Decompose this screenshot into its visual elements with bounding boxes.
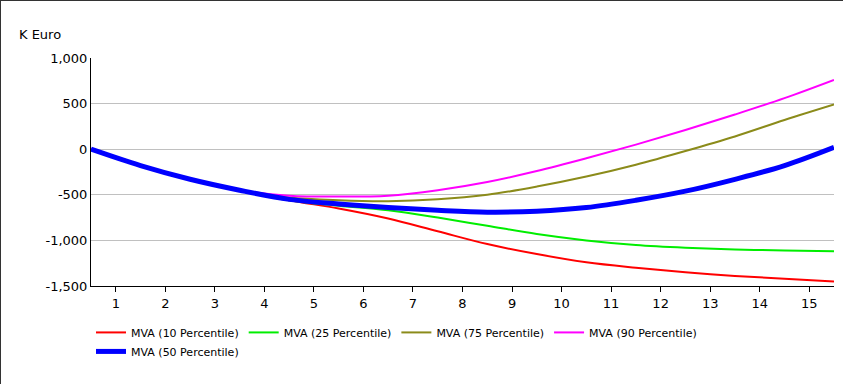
svg-text:5: 5	[310, 296, 318, 311]
svg-text:9: 9	[508, 296, 516, 311]
svg-text:7: 7	[409, 296, 417, 311]
svg-text:-1,500: -1,500	[45, 279, 87, 294]
svg-text:MVA (25 Percentile): MVA (25 Percentile)	[284, 327, 392, 340]
svg-text:500: 500	[63, 96, 88, 111]
svg-text:MVA (75 Percentile): MVA (75 Percentile)	[436, 327, 544, 340]
svg-text:-500: -500	[58, 187, 88, 202]
svg-text:15: 15	[801, 296, 818, 311]
svg-text:K Euro: K Euro	[19, 27, 61, 42]
svg-text:-1,000: -1,000	[45, 233, 87, 248]
svg-text:0: 0	[79, 142, 87, 157]
svg-text:1,000: 1,000	[50, 51, 87, 66]
svg-text:8: 8	[458, 296, 466, 311]
svg-text:MVA (90 Percentile): MVA (90 Percentile)	[589, 327, 697, 340]
svg-text:MVA (10 Percentile): MVA (10 Percentile)	[131, 327, 239, 340]
svg-text:14: 14	[751, 296, 768, 311]
svg-text:11: 11	[603, 296, 620, 311]
svg-text:10: 10	[553, 296, 570, 311]
svg-text:1: 1	[112, 296, 120, 311]
svg-text:MVA (50 Percentile): MVA (50 Percentile)	[131, 346, 239, 359]
svg-text:13: 13	[702, 296, 719, 311]
svg-text:4: 4	[260, 296, 268, 311]
svg-text:6: 6	[359, 296, 367, 311]
svg-text:2: 2	[161, 296, 169, 311]
svg-text:12: 12	[652, 296, 669, 311]
svg-text:3: 3	[211, 296, 219, 311]
